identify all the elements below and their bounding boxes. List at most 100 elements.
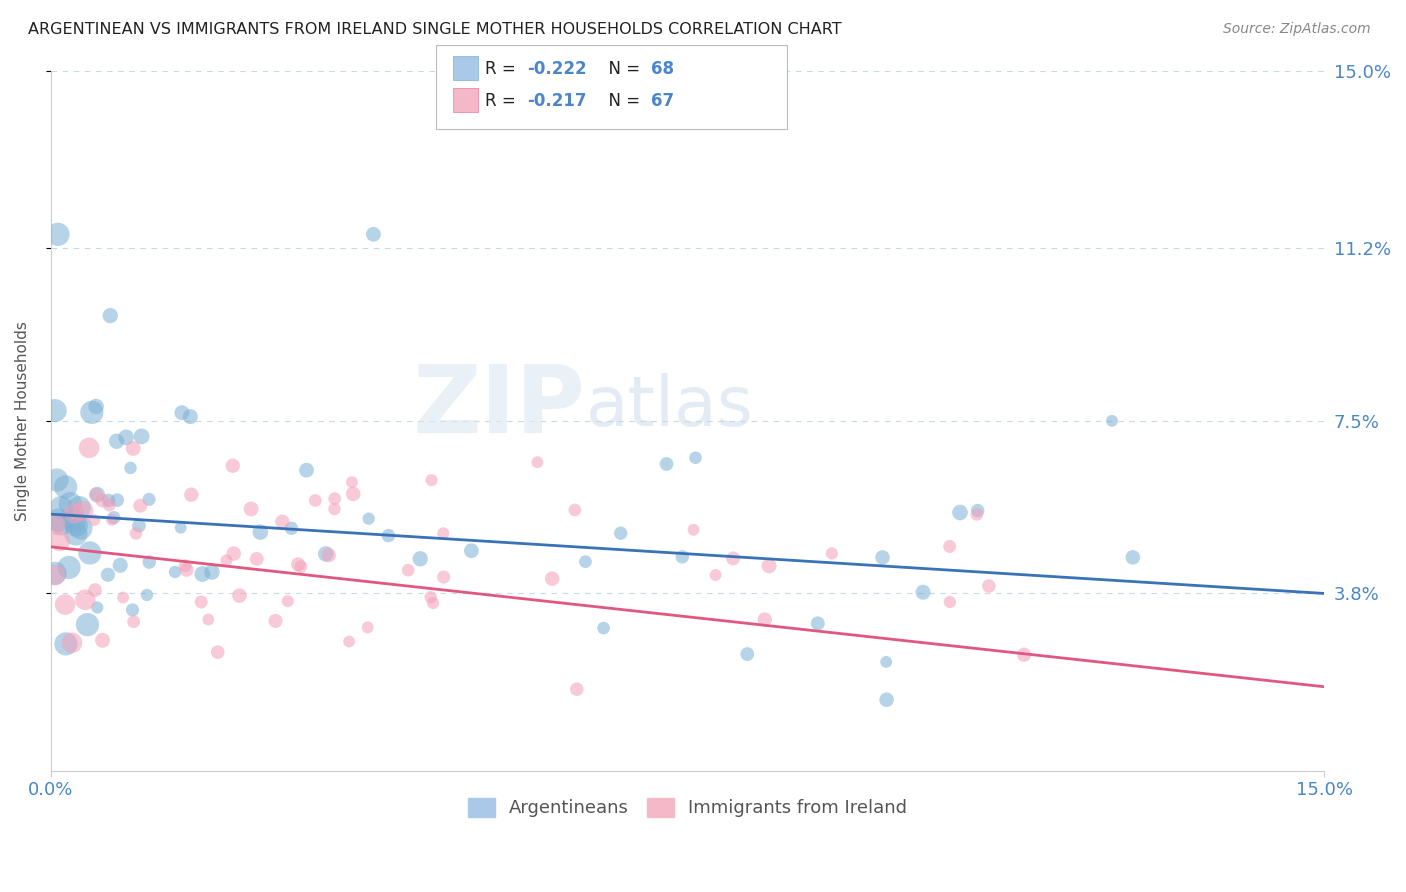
- Point: [1012, 648, 1035, 662]
- Point: [949, 506, 972, 520]
- Point: [83, 513, 105, 527]
- Point: [966, 503, 988, 517]
- Point: [323, 491, 346, 506]
- Point: [315, 547, 337, 561]
- Point: [977, 579, 1000, 593]
- Text: -0.222: -0.222: [527, 60, 586, 78]
- Point: [121, 603, 143, 617]
- Point: [280, 521, 302, 535]
- Text: R =: R =: [485, 60, 522, 78]
- Point: [79, 546, 101, 560]
- Point: [138, 492, 160, 507]
- Point: [72, 504, 94, 518]
- Point: [122, 442, 145, 456]
- Point: [105, 493, 128, 508]
- Point: [655, 457, 678, 471]
- Point: [682, 523, 704, 537]
- Point: [131, 429, 153, 443]
- Point: [44, 517, 66, 532]
- Point: [191, 567, 214, 582]
- Text: -0.217: -0.217: [527, 92, 586, 110]
- Point: [125, 526, 148, 541]
- Point: [541, 572, 564, 586]
- Point: [97, 493, 120, 508]
- Point: [176, 563, 198, 577]
- Point: [295, 463, 318, 477]
- Point: [77, 441, 100, 455]
- Point: [63, 514, 86, 528]
- Point: [207, 645, 229, 659]
- Text: ZIP: ZIP: [413, 361, 586, 453]
- Point: [44, 566, 66, 581]
- Point: [912, 585, 935, 599]
- Point: [318, 548, 340, 562]
- Point: [377, 528, 399, 542]
- Point: [170, 406, 193, 420]
- Point: [420, 473, 443, 487]
- Point: [44, 568, 66, 582]
- Point: [685, 450, 707, 465]
- Point: [65, 527, 87, 541]
- Point: [97, 567, 120, 582]
- Point: [170, 521, 193, 535]
- Point: [704, 568, 727, 582]
- Point: [55, 480, 77, 494]
- Point: [136, 588, 159, 602]
- Point: [49, 533, 72, 548]
- Point: [249, 524, 271, 539]
- Point: [70, 521, 93, 535]
- Point: [190, 595, 212, 609]
- Point: [101, 513, 124, 527]
- Point: [246, 552, 269, 566]
- Point: [396, 563, 419, 577]
- Point: [180, 488, 202, 502]
- Point: [340, 475, 363, 490]
- Text: Source: ZipAtlas.com: Source: ZipAtlas.com: [1223, 22, 1371, 37]
- Point: [59, 497, 82, 511]
- Point: [222, 547, 245, 561]
- Point: [60, 636, 83, 650]
- Point: [875, 655, 897, 669]
- Point: [174, 558, 197, 573]
- Point: [342, 487, 364, 501]
- Point: [277, 594, 299, 608]
- Point: [564, 503, 586, 517]
- Point: [58, 560, 80, 574]
- Point: [357, 620, 380, 634]
- Point: [526, 455, 548, 469]
- Text: N =: N =: [598, 92, 645, 110]
- Text: ARGENTINEAN VS IMMIGRANTS FROM IRELAND SINGLE MOTHER HOUSEHOLDS CORRELATION CHAR: ARGENTINEAN VS IMMIGRANTS FROM IRELAND S…: [28, 22, 842, 37]
- Point: [45, 473, 67, 487]
- Text: 67: 67: [651, 92, 673, 110]
- Point: [671, 549, 693, 564]
- Text: R =: R =: [485, 92, 522, 110]
- Point: [228, 589, 250, 603]
- Point: [807, 616, 830, 631]
- Point: [357, 511, 380, 525]
- Point: [55, 637, 77, 651]
- Point: [938, 540, 960, 554]
- Point: [565, 682, 588, 697]
- Point: [821, 546, 844, 560]
- Point: [91, 493, 114, 508]
- Point: [51, 516, 73, 531]
- Point: [1101, 414, 1123, 428]
- Point: [876, 692, 898, 706]
- Point: [165, 565, 187, 579]
- Point: [422, 596, 444, 610]
- Point: [240, 502, 263, 516]
- Point: [197, 613, 219, 627]
- Point: [201, 565, 224, 579]
- Point: [460, 543, 482, 558]
- Point: [53, 598, 76, 612]
- Point: [75, 592, 97, 607]
- Point: [609, 526, 631, 541]
- Point: [1122, 550, 1144, 565]
- Point: [112, 591, 135, 605]
- Point: [80, 405, 103, 419]
- Point: [67, 500, 90, 515]
- Point: [129, 499, 152, 513]
- Point: [264, 614, 287, 628]
- Point: [758, 558, 780, 573]
- Point: [86, 600, 108, 615]
